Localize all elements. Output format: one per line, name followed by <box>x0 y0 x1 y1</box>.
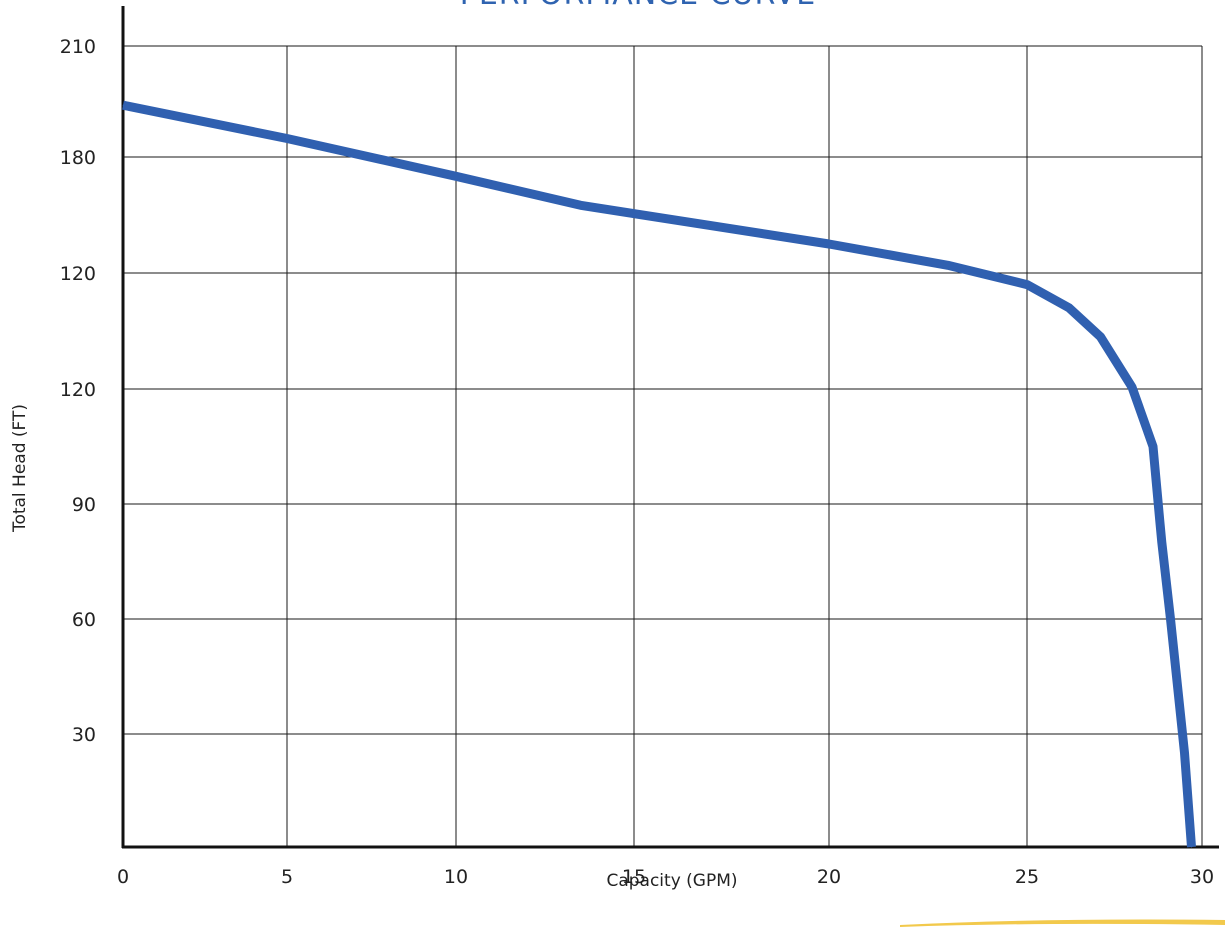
x-tick-label: 0 <box>117 866 129 888</box>
y-tick-label: 90 <box>72 494 96 516</box>
y-tick-label: 30 <box>72 724 96 746</box>
x-axis-title: Capacity (GPM) <box>606 871 737 891</box>
curve-data-point <box>1170 618 1171 620</box>
curve-data-point <box>455 175 457 177</box>
curve-data-point <box>1184 752 1185 754</box>
curve-data-point <box>828 243 830 245</box>
curve-data-point <box>1068 307 1070 309</box>
curve-data-point <box>1026 284 1028 286</box>
curve-data-point <box>580 204 582 206</box>
horizontal-grid-lines <box>123 45 1202 735</box>
x-tick-label: 25 <box>1015 866 1039 888</box>
curve-data-point <box>1159 522 1161 524</box>
x-tick-label: 10 <box>444 866 468 888</box>
curve-data-point <box>1161 541 1163 543</box>
y-tick-label: 60 <box>72 609 96 631</box>
x-tick-label: 30 <box>1190 866 1214 888</box>
y-tick-label: 180 <box>60 147 96 169</box>
curve-data-point <box>286 138 288 139</box>
curve-data-point <box>1131 386 1133 388</box>
series-layer <box>122 100 1196 848</box>
y-tick-label: 210 <box>60 36 96 58</box>
curve-data-point <box>1100 336 1101 338</box>
curve-data-point <box>122 104 124 106</box>
y-tick-label: 120 <box>60 263 96 285</box>
x-tick-label: 5 <box>281 866 293 888</box>
chart-title: PERFORMANCE CURVE <box>460 0 816 12</box>
curve-data-point <box>1191 846 1192 848</box>
y-tick-label: 120 <box>60 379 96 401</box>
curve-data-point <box>947 264 949 266</box>
y-tick-labels: 210 180 120 120 90 60 30 <box>60 36 96 746</box>
curve-data-point <box>1152 446 1154 447</box>
x-tick-labels: 0 5 10 15 20 25 30 <box>117 866 1214 888</box>
performance-curve-line <box>122 100 1196 848</box>
y-axis-title: Total Head (FT) <box>10 404 30 533</box>
decorative-accent-swoosh <box>900 919 1225 927</box>
x-tick-label: 20 <box>817 866 841 888</box>
x-tick-label: 15 <box>622 866 646 888</box>
